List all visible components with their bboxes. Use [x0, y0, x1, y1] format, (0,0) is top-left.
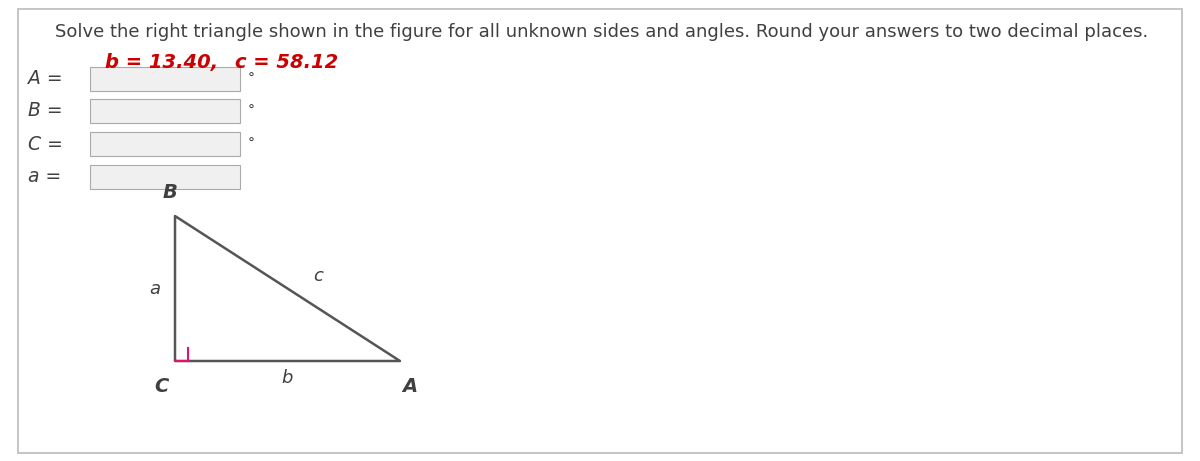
Bar	[90, 99, 240, 123]
Bar	[90, 132, 240, 156]
Text: b: b	[281, 369, 293, 387]
Text: a =: a =	[28, 167, 61, 187]
Text: B =: B =	[28, 101, 62, 120]
Text: B: B	[162, 183, 178, 202]
Text: c: c	[313, 267, 323, 285]
Bar	[90, 165, 240, 189]
Text: °: °	[248, 104, 256, 118]
Text: Solve the right triangle shown in the figure for all unknown sides and angles. R: Solve the right triangle shown in the fi…	[55, 23, 1148, 41]
Bar	[90, 67, 240, 91]
Text: °: °	[248, 137, 256, 151]
Text: C: C	[154, 377, 168, 396]
Text: a: a	[150, 280, 161, 298]
Text: b = 13.40,: b = 13.40,	[106, 53, 218, 72]
Text: C =: C =	[28, 135, 62, 154]
Text: A =: A =	[28, 70, 62, 89]
Text: °: °	[248, 72, 256, 86]
Text: A: A	[402, 377, 418, 396]
Text: c = 58.12: c = 58.12	[235, 53, 338, 72]
